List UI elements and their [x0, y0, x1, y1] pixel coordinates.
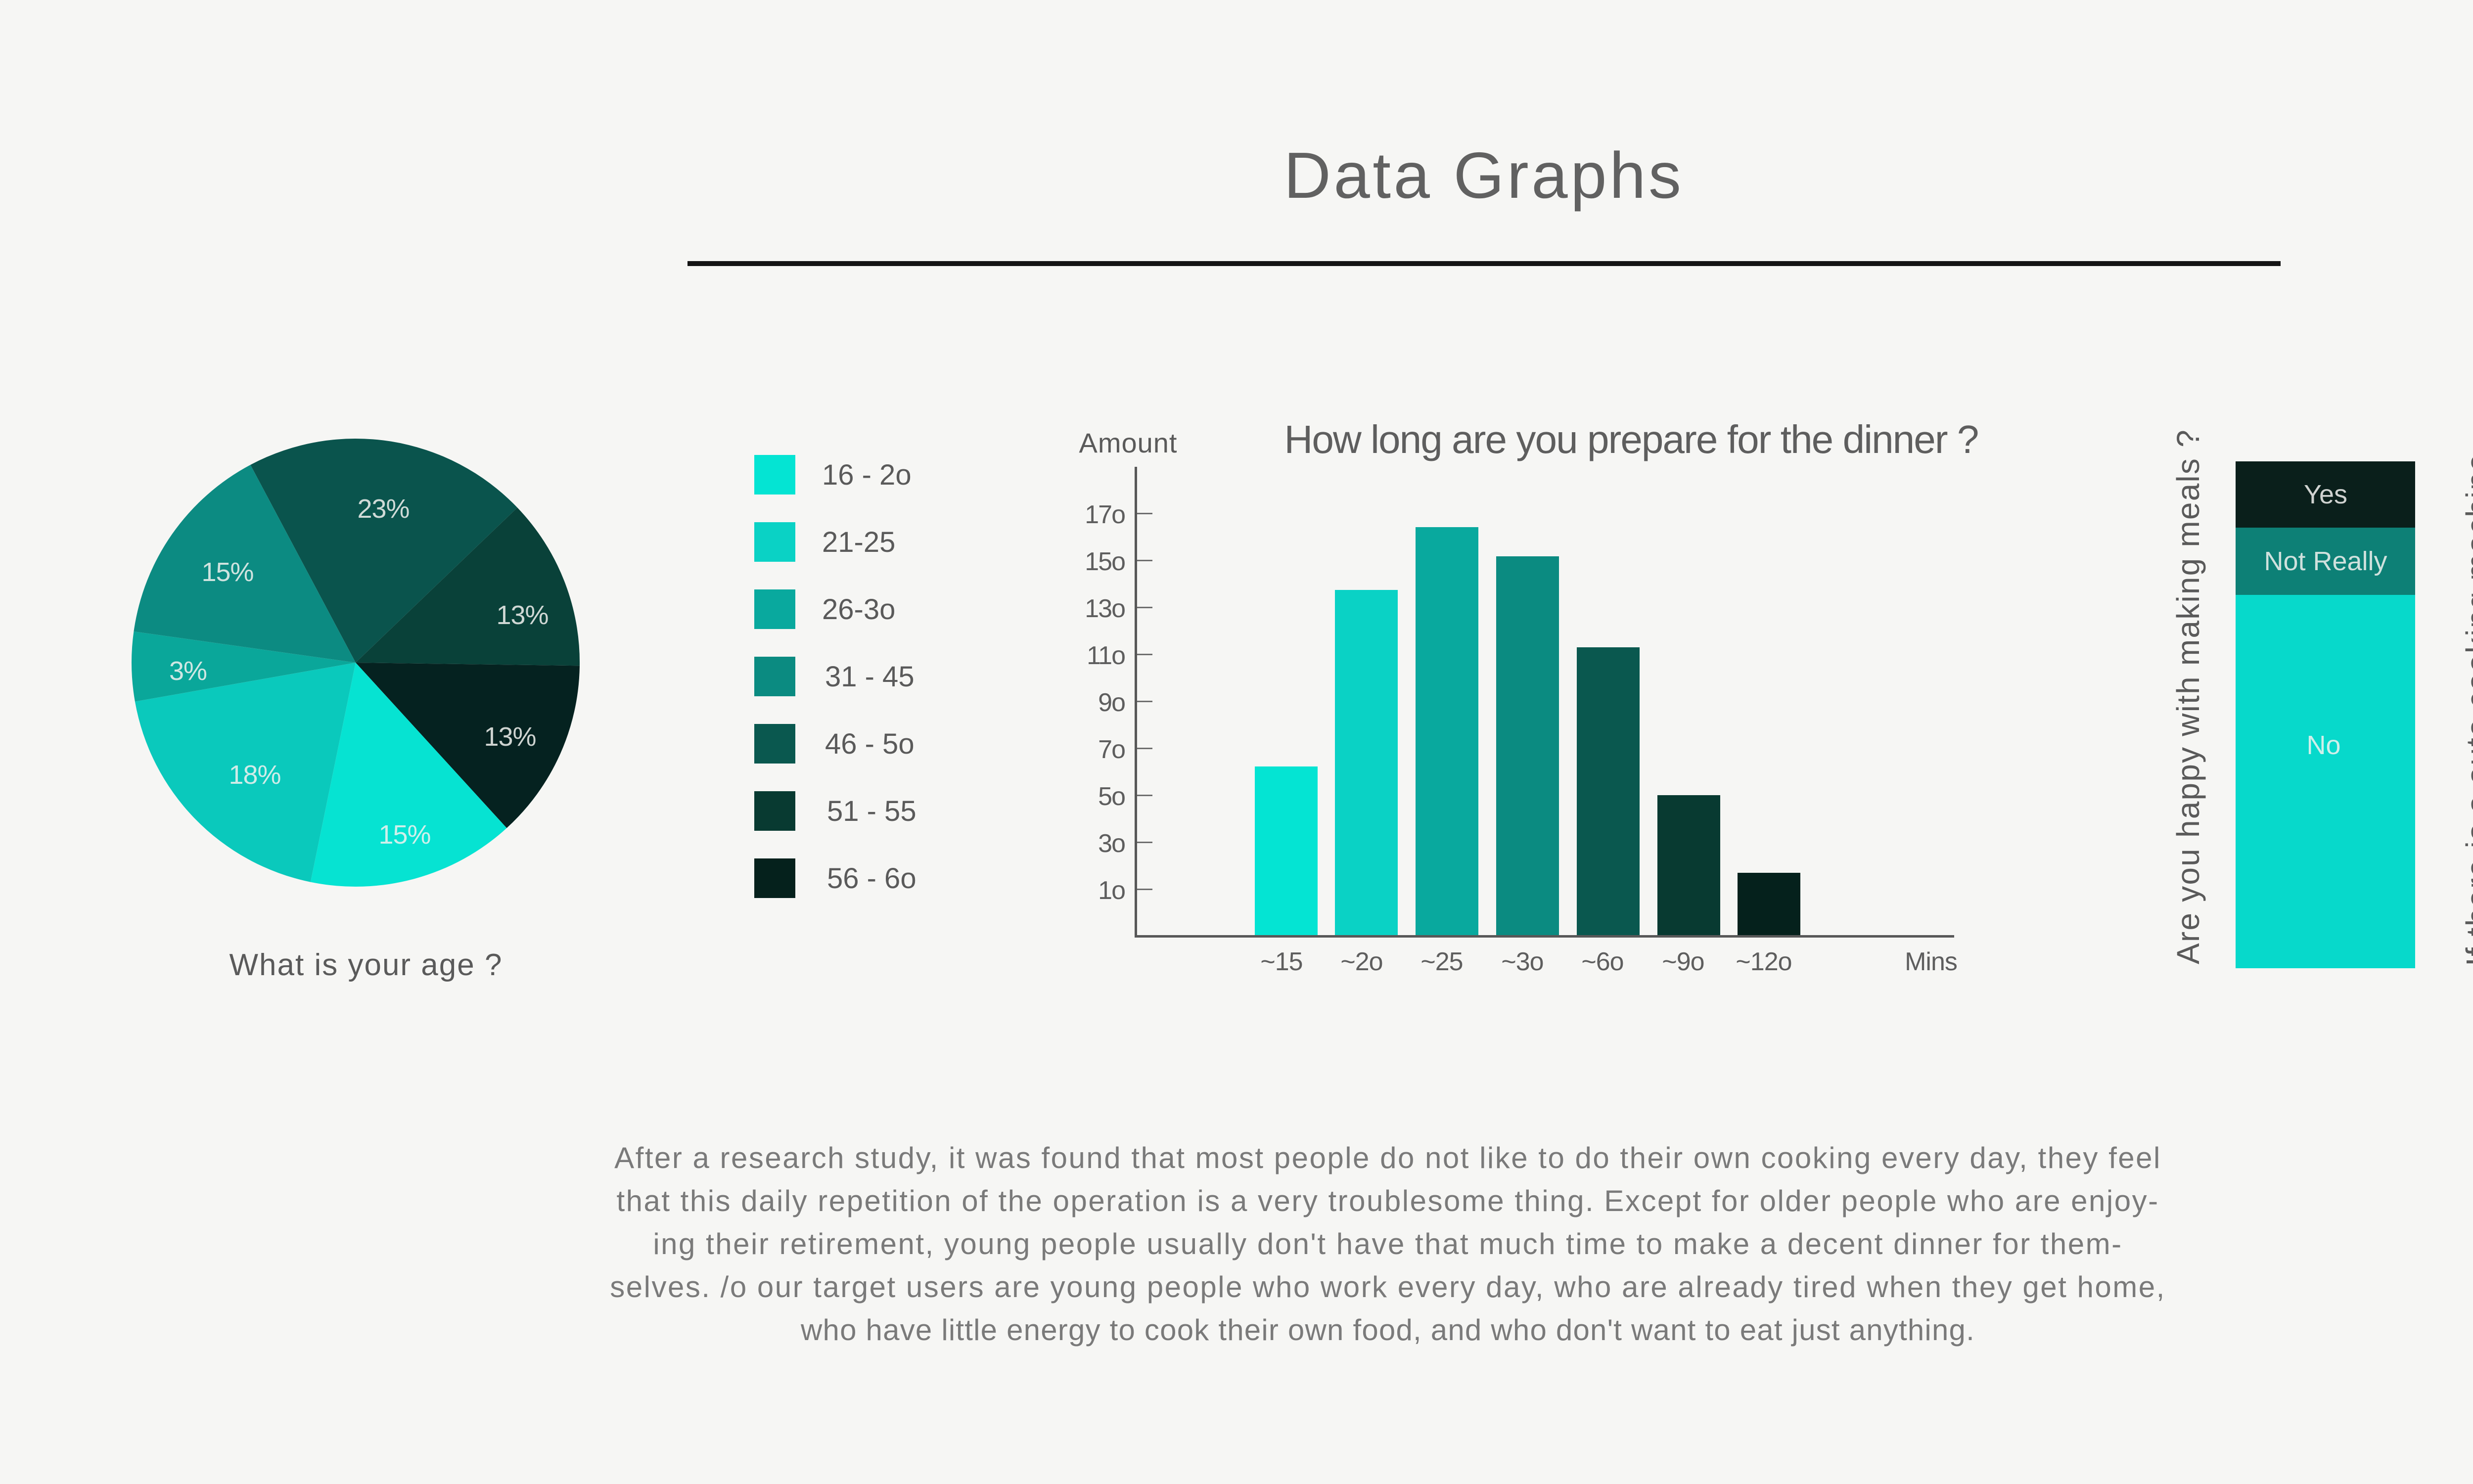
svg-text:No: No: [2306, 730, 2340, 760]
svg-text:After a research study, it was: After a research study, it was found tha…: [614, 1141, 2161, 1174]
svg-text:Yes: Yes: [2304, 480, 2347, 509]
svg-text:Are you happy with making meal: Are you happy with making meals ?: [2170, 429, 2206, 964]
svg-text:11o: 11o: [1087, 641, 1125, 670]
svg-text:Amount: Amount: [1079, 427, 1178, 458]
svg-text:ing their retirement, young pe: ing their retirement, young people usual…: [653, 1227, 2122, 1260]
svg-text:15%: 15%: [378, 820, 430, 850]
svg-text:5o: 5o: [1098, 782, 1125, 811]
svg-text:56 - 6o: 56 - 6o: [827, 862, 916, 895]
svg-text:23%: 23%: [357, 494, 409, 524]
svg-text:who have little energy to cook: who have little energy to cook their own…: [800, 1313, 1975, 1347]
svg-text:13%: 13%: [484, 722, 536, 752]
svg-text:9o: 9o: [1098, 688, 1125, 717]
svg-text:17o: 17o: [1085, 500, 1125, 529]
svg-text:~12o: ~12o: [1736, 947, 1791, 976]
svg-text:~25: ~25: [1420, 947, 1463, 976]
svg-text:21-25: 21-25: [822, 526, 895, 558]
svg-text:13%: 13%: [496, 600, 548, 630]
svg-text:~3o: ~3o: [1501, 947, 1543, 976]
svg-text:~15: ~15: [1260, 947, 1302, 976]
svg-text:51 - 55: 51 - 55: [827, 795, 916, 827]
svg-text:18%: 18%: [229, 760, 280, 790]
svg-text:15o: 15o: [1085, 547, 1125, 576]
svg-text:13o: 13o: [1085, 594, 1125, 623]
svg-text:7o: 7o: [1098, 735, 1125, 764]
svg-text:that this daily repetition of: that this daily repetition of the operat…: [616, 1184, 2159, 1217]
svg-text:~6o: ~6o: [1581, 947, 1623, 976]
svg-text:If there is a auto cooking mac: If there is a auto cooking machine: [2460, 452, 2473, 966]
svg-text:3o: 3o: [1098, 829, 1125, 858]
svg-text:46 - 5o: 46 - 5o: [825, 728, 915, 760]
svg-text:15%: 15%: [201, 557, 253, 587]
svg-text:How long are you prepare for t: How long are you prepare for the dinner …: [1284, 417, 1978, 461]
svg-text:Not Really: Not Really: [2264, 546, 2387, 576]
svg-text:~2o: ~2o: [1340, 947, 1382, 976]
svg-text:26-3o: 26-3o: [822, 593, 895, 626]
svg-text:selves. /o our target users ar: selves. /o our target users are young pe…: [610, 1270, 2165, 1304]
svg-text:31 - 45: 31 - 45: [825, 661, 915, 693]
svg-text:~9o: ~9o: [1662, 947, 1704, 976]
svg-text:3%: 3%: [169, 656, 207, 686]
svg-text:16 - 2o: 16 - 2o: [822, 459, 912, 491]
svg-text:What is your age ?: What is your age ?: [229, 948, 503, 982]
svg-text:Mins: Mins: [1905, 947, 1957, 976]
svg-text:Data Graphs: Data Graphs: [1284, 139, 1684, 212]
svg-text:1o: 1o: [1098, 876, 1125, 905]
